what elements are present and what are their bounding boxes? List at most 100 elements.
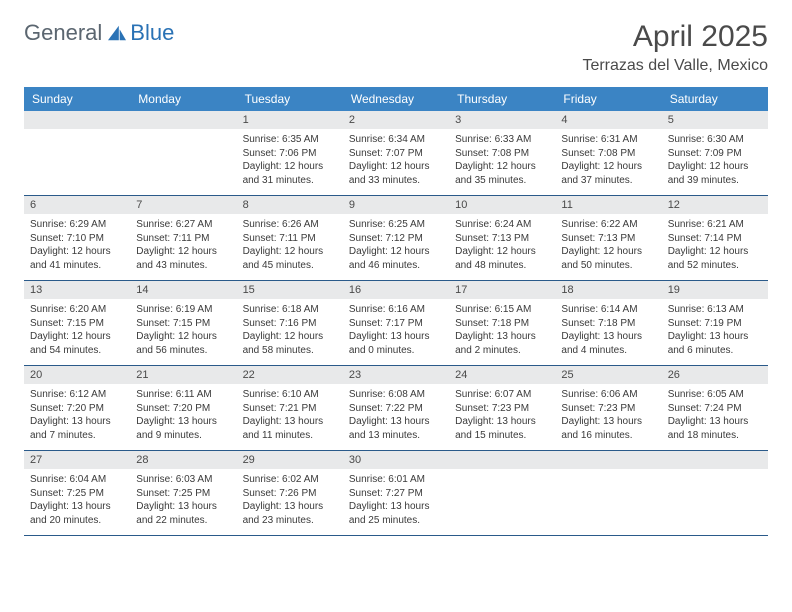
- day-number: 16: [343, 281, 449, 299]
- weekday-header: Tuesday: [237, 87, 343, 111]
- day-details: Sunrise: 6:19 AMSunset: 7:15 PMDaylight:…: [130, 299, 236, 365]
- calendar-day-cell: 14Sunrise: 6:19 AMSunset: 7:15 PMDayligh…: [130, 281, 236, 366]
- day-details: Sunrise: 6:22 AMSunset: 7:13 PMDaylight:…: [555, 214, 661, 280]
- day-number: 11: [555, 196, 661, 214]
- calendar-week-row: 20Sunrise: 6:12 AMSunset: 7:20 PMDayligh…: [24, 366, 768, 451]
- day-details: Sunrise: 6:21 AMSunset: 7:14 PMDaylight:…: [662, 214, 768, 280]
- title-block: April 2025 Terrazas del Valle, Mexico: [582, 20, 768, 75]
- page-title: April 2025: [582, 20, 768, 53]
- calendar-day-cell: 29Sunrise: 6:02 AMSunset: 7:26 PMDayligh…: [237, 451, 343, 536]
- day-number: 29: [237, 451, 343, 469]
- calendar-day-cell: [449, 451, 555, 536]
- day-number: 14: [130, 281, 236, 299]
- calendar-day-cell: [24, 111, 130, 196]
- day-number: 23: [343, 366, 449, 384]
- page: General Blue April 2025 Terrazas del Val…: [0, 0, 792, 556]
- calendar-day-cell: 11Sunrise: 6:22 AMSunset: 7:13 PMDayligh…: [555, 196, 661, 281]
- calendar-day-cell: 20Sunrise: 6:12 AMSunset: 7:20 PMDayligh…: [24, 366, 130, 451]
- calendar-day-cell: 23Sunrise: 6:08 AMSunset: 7:22 PMDayligh…: [343, 366, 449, 451]
- calendar-week-row: 27Sunrise: 6:04 AMSunset: 7:25 PMDayligh…: [24, 451, 768, 536]
- day-number: 4: [555, 111, 661, 129]
- day-details: Sunrise: 6:30 AMSunset: 7:09 PMDaylight:…: [662, 129, 768, 195]
- day-details: Sunrise: 6:26 AMSunset: 7:11 PMDaylight:…: [237, 214, 343, 280]
- day-number: 24: [449, 366, 555, 384]
- day-number: 28: [130, 451, 236, 469]
- day-details: Sunrise: 6:35 AMSunset: 7:06 PMDaylight:…: [237, 129, 343, 195]
- calendar-week-row: 1Sunrise: 6:35 AMSunset: 7:06 PMDaylight…: [24, 111, 768, 196]
- calendar-day-cell: 28Sunrise: 6:03 AMSunset: 7:25 PMDayligh…: [130, 451, 236, 536]
- calendar-day-cell: 21Sunrise: 6:11 AMSunset: 7:20 PMDayligh…: [130, 366, 236, 451]
- day-number: 27: [24, 451, 130, 469]
- calendar-day-cell: 26Sunrise: 6:05 AMSunset: 7:24 PMDayligh…: [662, 366, 768, 451]
- day-details: Sunrise: 6:02 AMSunset: 7:26 PMDaylight:…: [237, 469, 343, 535]
- day-details: Sunrise: 6:01 AMSunset: 7:27 PMDaylight:…: [343, 469, 449, 535]
- weekday-header: Monday: [130, 87, 236, 111]
- calendar-day-cell: 25Sunrise: 6:06 AMSunset: 7:23 PMDayligh…: [555, 366, 661, 451]
- day-number-empty: [130, 111, 236, 129]
- day-details: Sunrise: 6:16 AMSunset: 7:17 PMDaylight:…: [343, 299, 449, 365]
- day-details: Sunrise: 6:24 AMSunset: 7:13 PMDaylight:…: [449, 214, 555, 280]
- day-details: Sunrise: 6:34 AMSunset: 7:07 PMDaylight:…: [343, 129, 449, 195]
- day-body-empty: [130, 129, 236, 185]
- calendar-day-cell: 17Sunrise: 6:15 AMSunset: 7:18 PMDayligh…: [449, 281, 555, 366]
- day-number: 8: [237, 196, 343, 214]
- day-details: Sunrise: 6:31 AMSunset: 7:08 PMDaylight:…: [555, 129, 661, 195]
- calendar-day-cell: [662, 451, 768, 536]
- day-number: 12: [662, 196, 768, 214]
- calendar-day-cell: 7Sunrise: 6:27 AMSunset: 7:11 PMDaylight…: [130, 196, 236, 281]
- calendar-day-cell: 15Sunrise: 6:18 AMSunset: 7:16 PMDayligh…: [237, 281, 343, 366]
- day-number: 13: [24, 281, 130, 299]
- day-number-empty: [24, 111, 130, 129]
- day-number: 21: [130, 366, 236, 384]
- weekday-header-row: Sunday Monday Tuesday Wednesday Thursday…: [24, 87, 768, 111]
- day-number: 10: [449, 196, 555, 214]
- calendar-day-cell: 8Sunrise: 6:26 AMSunset: 7:11 PMDaylight…: [237, 196, 343, 281]
- weekday-header: Thursday: [449, 87, 555, 111]
- calendar-day-cell: 10Sunrise: 6:24 AMSunset: 7:13 PMDayligh…: [449, 196, 555, 281]
- brand-part1: General: [24, 20, 102, 46]
- day-details: Sunrise: 6:03 AMSunset: 7:25 PMDaylight:…: [130, 469, 236, 535]
- brand-logo: General Blue: [24, 20, 174, 46]
- day-number: 9: [343, 196, 449, 214]
- location-label: Terrazas del Valle, Mexico: [582, 57, 768, 75]
- day-body-empty: [24, 129, 130, 185]
- day-number: 22: [237, 366, 343, 384]
- calendar-day-cell: 1Sunrise: 6:35 AMSunset: 7:06 PMDaylight…: [237, 111, 343, 196]
- day-number: 20: [24, 366, 130, 384]
- calendar-day-cell: [130, 111, 236, 196]
- day-number: 17: [449, 281, 555, 299]
- brand-sail-icon: [106, 24, 128, 42]
- day-body-empty: [662, 469, 768, 525]
- day-details: Sunrise: 6:06 AMSunset: 7:23 PMDaylight:…: [555, 384, 661, 450]
- calendar-day-cell: 4Sunrise: 6:31 AMSunset: 7:08 PMDaylight…: [555, 111, 661, 196]
- day-details: Sunrise: 6:11 AMSunset: 7:20 PMDaylight:…: [130, 384, 236, 450]
- calendar-day-cell: 2Sunrise: 6:34 AMSunset: 7:07 PMDaylight…: [343, 111, 449, 196]
- calendar-day-cell: 22Sunrise: 6:10 AMSunset: 7:21 PMDayligh…: [237, 366, 343, 451]
- calendar-day-cell: 27Sunrise: 6:04 AMSunset: 7:25 PMDayligh…: [24, 451, 130, 536]
- day-number: 3: [449, 111, 555, 129]
- calendar-day-cell: 9Sunrise: 6:25 AMSunset: 7:12 PMDaylight…: [343, 196, 449, 281]
- day-number-empty: [449, 451, 555, 469]
- day-number: 25: [555, 366, 661, 384]
- day-details: Sunrise: 6:20 AMSunset: 7:15 PMDaylight:…: [24, 299, 130, 365]
- calendar-body: 1Sunrise: 6:35 AMSunset: 7:06 PMDaylight…: [24, 111, 768, 536]
- weekday-header: Wednesday: [343, 87, 449, 111]
- calendar-week-row: 13Sunrise: 6:20 AMSunset: 7:15 PMDayligh…: [24, 281, 768, 366]
- calendar-table: Sunday Monday Tuesday Wednesday Thursday…: [24, 87, 768, 536]
- day-number: 2: [343, 111, 449, 129]
- day-body-empty: [555, 469, 661, 525]
- day-details: Sunrise: 6:05 AMSunset: 7:24 PMDaylight:…: [662, 384, 768, 450]
- day-details: Sunrise: 6:08 AMSunset: 7:22 PMDaylight:…: [343, 384, 449, 450]
- calendar-day-cell: 3Sunrise: 6:33 AMSunset: 7:08 PMDaylight…: [449, 111, 555, 196]
- calendar-day-cell: 30Sunrise: 6:01 AMSunset: 7:27 PMDayligh…: [343, 451, 449, 536]
- calendar-day-cell: 6Sunrise: 6:29 AMSunset: 7:10 PMDaylight…: [24, 196, 130, 281]
- day-details: Sunrise: 6:07 AMSunset: 7:23 PMDaylight:…: [449, 384, 555, 450]
- calendar-day-cell: 16Sunrise: 6:16 AMSunset: 7:17 PMDayligh…: [343, 281, 449, 366]
- day-details: Sunrise: 6:12 AMSunset: 7:20 PMDaylight:…: [24, 384, 130, 450]
- day-number: 15: [237, 281, 343, 299]
- day-details: Sunrise: 6:10 AMSunset: 7:21 PMDaylight:…: [237, 384, 343, 450]
- day-details: Sunrise: 6:25 AMSunset: 7:12 PMDaylight:…: [343, 214, 449, 280]
- day-number-empty: [555, 451, 661, 469]
- day-number: 19: [662, 281, 768, 299]
- weekday-header: Friday: [555, 87, 661, 111]
